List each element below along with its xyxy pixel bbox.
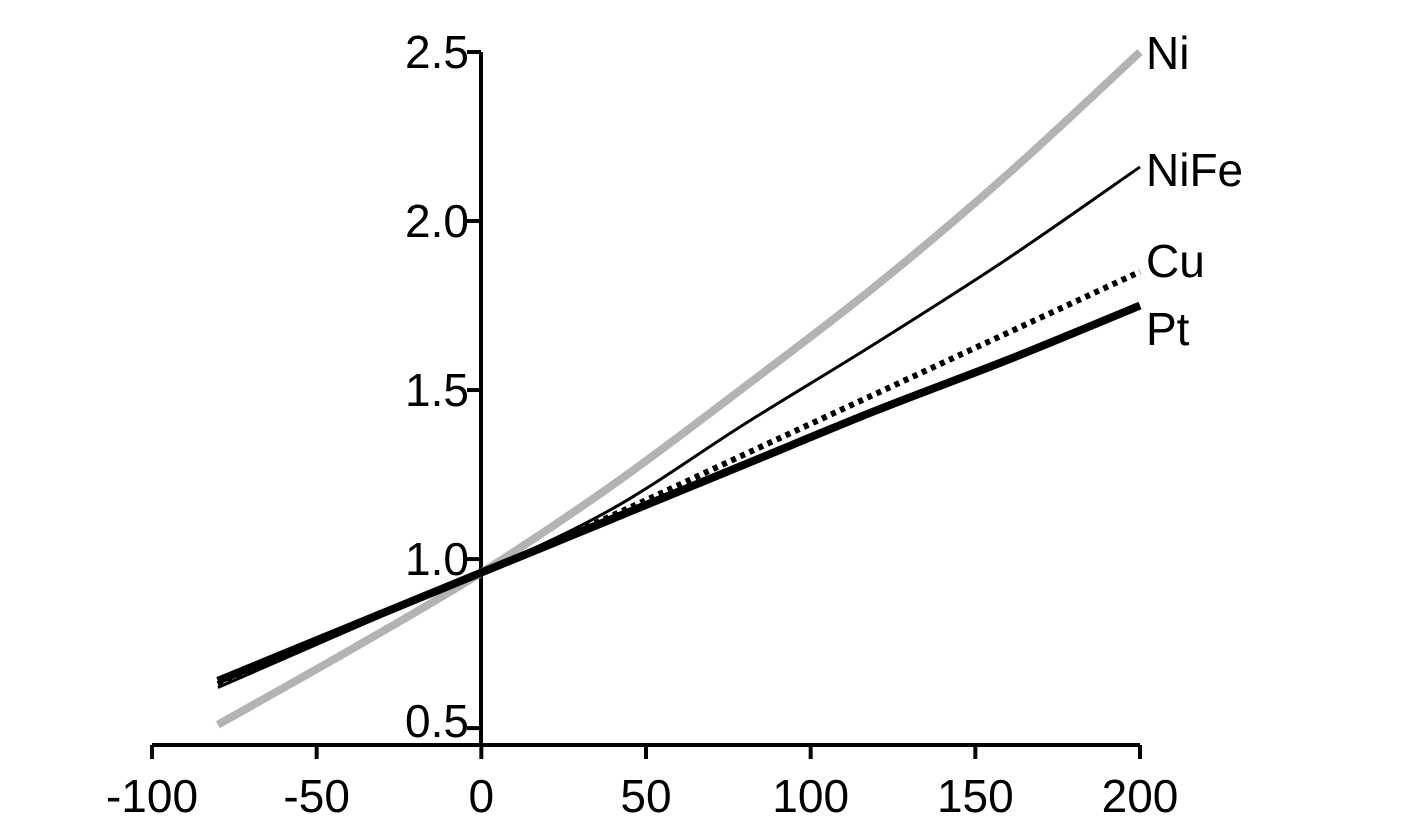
series-labels: Ni Cu NiFe Pt: [1146, 27, 1243, 355]
axes: -100 -50 0 50 100 150 200 0.5 1.0 1.5 2.0 2.5: [106, 26, 1178, 822]
series-lines: [215, 49, 1143, 729]
series-label-pt: Pt: [1146, 303, 1190, 355]
x-tick-label: 0: [469, 770, 495, 822]
series-line-cu: [216, 269, 1142, 687]
series-label-ni: Ni: [1146, 27, 1189, 79]
x-tick-label: 200: [1102, 770, 1179, 822]
x-tick-label: -50: [283, 770, 349, 822]
y-tick-label: 2.5: [405, 26, 469, 78]
series-line-ni: [215, 49, 1143, 729]
x-tick-label: 50: [620, 770, 671, 822]
y-tick-label: 1.5: [405, 364, 469, 416]
series-label-nife: NiFe: [1146, 144, 1243, 196]
x-tick-label: 150: [937, 770, 1014, 822]
y-tick-label: 2.0: [405, 195, 469, 247]
x-tick-label: -100: [106, 770, 198, 822]
y-tick-label: 0.5: [405, 695, 469, 747]
y-tick-label: 1.0: [405, 533, 469, 585]
series-line-pt: [216, 301, 1142, 685]
series-line-nife: [217, 165, 1141, 689]
x-tick-label: 100: [772, 770, 849, 822]
series-label-cu: Cu: [1146, 235, 1205, 287]
